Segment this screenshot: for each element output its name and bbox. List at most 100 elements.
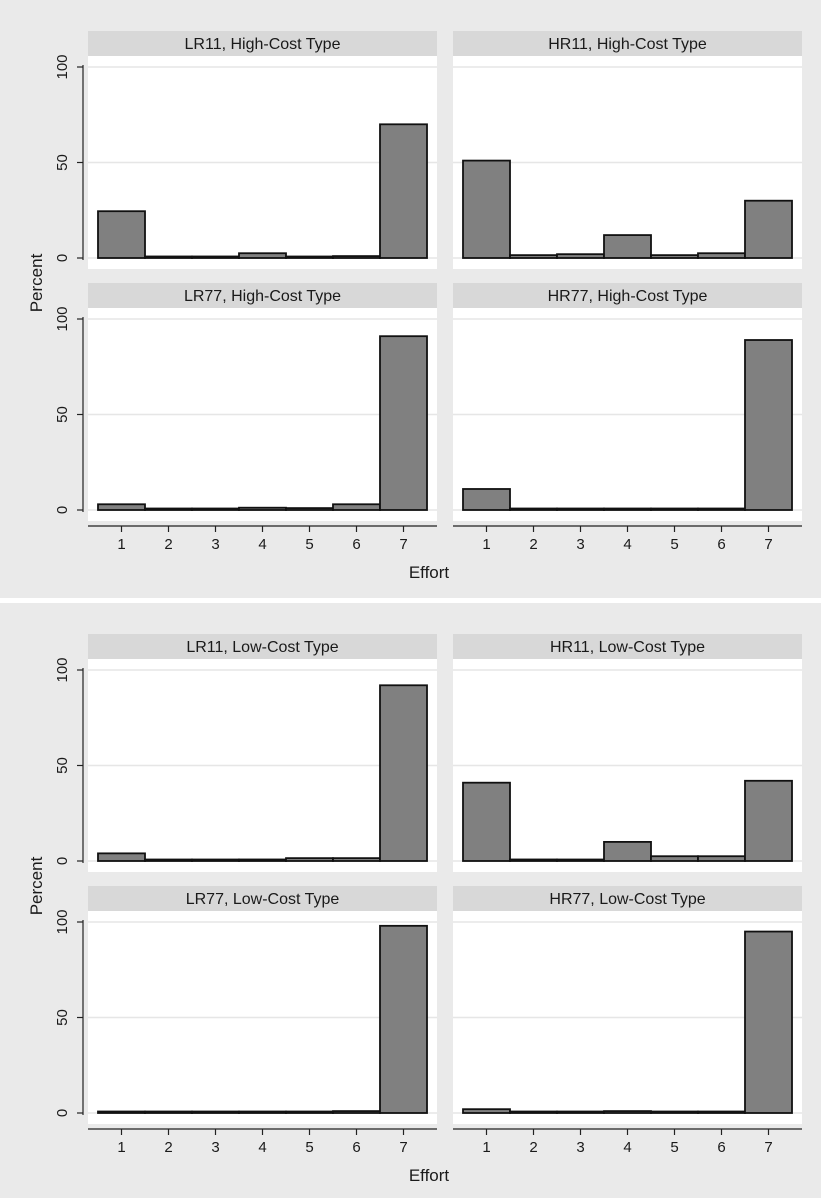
bar-effort-2 bbox=[509, 1110, 558, 1114]
bar-effort-1 bbox=[97, 1110, 146, 1114]
bar-effort-4 bbox=[238, 858, 287, 862]
x-tick-label: 2 bbox=[164, 536, 172, 553]
bar-effort-1 bbox=[97, 503, 146, 511]
bar-effort-6 bbox=[332, 503, 381, 511]
bar-effort-7 bbox=[744, 199, 793, 259]
bar-effort-3 bbox=[191, 255, 240, 259]
panel-title: LR77, High-Cost Type bbox=[184, 288, 341, 305]
panel-title: LR11, High-Cost Type bbox=[185, 36, 341, 53]
x-tick-label: 4 bbox=[258, 1139, 266, 1156]
bar-effort-1 bbox=[462, 781, 511, 862]
x-tick-label: 3 bbox=[211, 536, 219, 553]
bar-effort-6 bbox=[697, 1110, 746, 1114]
bar-effort-6 bbox=[332, 1110, 381, 1114]
bar-effort-5 bbox=[285, 507, 334, 511]
x-tick-label: 4 bbox=[623, 1139, 631, 1156]
bar-effort-1 bbox=[97, 210, 146, 259]
panel-2: HR11, Low-Cost Type bbox=[453, 634, 802, 872]
bar-effort-5 bbox=[285, 857, 334, 862]
bar-effort-2 bbox=[509, 254, 558, 259]
bar-effort-4 bbox=[603, 841, 652, 862]
bar-effort-5 bbox=[650, 507, 699, 511]
x-tick-label: 2 bbox=[164, 1139, 172, 1156]
bar-effort-2 bbox=[509, 858, 558, 862]
x-axis-title: Effort bbox=[409, 1166, 450, 1185]
bar-effort-2 bbox=[144, 507, 193, 511]
x-axis-title: Effort bbox=[409, 563, 450, 582]
bar-effort-7 bbox=[744, 339, 793, 511]
bar-effort-4 bbox=[603, 1110, 652, 1114]
y-axis-title: Percent bbox=[27, 253, 46, 312]
bar-effort-4 bbox=[238, 1110, 287, 1114]
bar-effort-6 bbox=[332, 857, 381, 862]
panel-1: LR11, High-Cost Type 0 50 100 bbox=[54, 31, 437, 269]
bar-effort-2 bbox=[509, 507, 558, 511]
bar-effort-1 bbox=[462, 159, 511, 259]
bar-effort-6 bbox=[697, 855, 746, 862]
panel-3: LR77, Low-Cost Type 0 50 100 1 2 3 4 5 6 7 bbox=[54, 886, 437, 1156]
x-tick-label: 5 bbox=[670, 1139, 678, 1156]
y-tick-label: 50 bbox=[54, 406, 71, 423]
bar-effort-1 bbox=[462, 1108, 511, 1114]
x-tick-label: 1 bbox=[482, 1139, 490, 1156]
y-tick-label: 50 bbox=[54, 154, 71, 171]
bar-effort-5 bbox=[650, 855, 699, 862]
x-tick-label: 4 bbox=[258, 536, 266, 553]
panel-title: HR11, High-Cost Type bbox=[548, 36, 707, 53]
y-tick-label: 100 bbox=[54, 306, 71, 331]
bar-effort-7 bbox=[379, 684, 428, 862]
bar-effort-7 bbox=[379, 924, 428, 1114]
bar-effort-5 bbox=[650, 254, 699, 259]
panel-title-strip bbox=[453, 634, 802, 659]
panel-4: HR77, High-Cost Type 1 2 3 4 5 6 7 bbox=[453, 283, 802, 553]
x-tick-label: 6 bbox=[717, 1139, 725, 1156]
x-tick-label: 6 bbox=[717, 536, 725, 553]
bar-effort-4 bbox=[603, 507, 652, 511]
bar-effort-1 bbox=[462, 488, 511, 511]
y-tick-label: 50 bbox=[54, 757, 71, 774]
panel-title-strip bbox=[453, 283, 802, 308]
figure-high-cost: LR11, High-Cost Type 0 50 100 HR11, High-Cos… bbox=[0, 0, 821, 598]
x-tick-label: 5 bbox=[305, 1139, 313, 1156]
bar-effort-2 bbox=[144, 255, 193, 259]
bar-effort-3 bbox=[191, 1110, 240, 1114]
bar-effort-6 bbox=[697, 507, 746, 511]
bar-effort-7 bbox=[744, 930, 793, 1114]
bar-effort-2 bbox=[144, 1110, 193, 1114]
bar-effort-7 bbox=[379, 335, 428, 511]
x-tick-label: 2 bbox=[529, 536, 537, 553]
y-axis-title: Percent bbox=[27, 856, 46, 915]
panel-title-strip bbox=[88, 886, 437, 911]
panel-title: HR77, Low-Cost Type bbox=[549, 891, 705, 908]
bar-effort-7 bbox=[744, 779, 793, 862]
y-tick-label: 100 bbox=[54, 657, 71, 682]
bar-effort-3 bbox=[191, 858, 240, 862]
panel-title-strip bbox=[453, 31, 802, 56]
panel-2: HR11, High-Cost Type bbox=[453, 31, 802, 269]
x-tick-label: 7 bbox=[399, 1139, 407, 1156]
x-tick-label: 1 bbox=[482, 536, 490, 553]
x-tick-label: 3 bbox=[576, 536, 584, 553]
y-tick-label: 0 bbox=[54, 506, 71, 514]
panel-title: HR11, Low-Cost Type bbox=[550, 639, 705, 656]
y-tick-label: 100 bbox=[54, 909, 71, 934]
y-tick-label: 100 bbox=[54, 54, 71, 79]
bar-effort-3 bbox=[556, 253, 605, 259]
bar-effort-3 bbox=[556, 858, 605, 862]
bar-effort-7 bbox=[379, 123, 428, 259]
x-tick-label: 7 bbox=[764, 536, 772, 553]
panel-1: LR11, Low-Cost Type 0 50 100 bbox=[54, 634, 437, 872]
x-tick-label: 1 bbox=[117, 536, 125, 553]
bar-effort-6 bbox=[697, 252, 746, 259]
panel-title: LR11, Low-Cost Type bbox=[186, 639, 338, 656]
x-tick-label: 7 bbox=[764, 1139, 772, 1156]
bar-effort-3 bbox=[191, 507, 240, 511]
bar-effort-5 bbox=[285, 255, 334, 259]
panel-title: HR77, High-Cost Type bbox=[548, 288, 708, 305]
panel-title: LR77, Low-Cost Type bbox=[186, 891, 340, 908]
bar-effort-5 bbox=[650, 1110, 699, 1114]
panel-title-strip bbox=[88, 283, 437, 308]
y-tick-label: 0 bbox=[54, 1109, 71, 1117]
bar-effort-2 bbox=[144, 858, 193, 862]
